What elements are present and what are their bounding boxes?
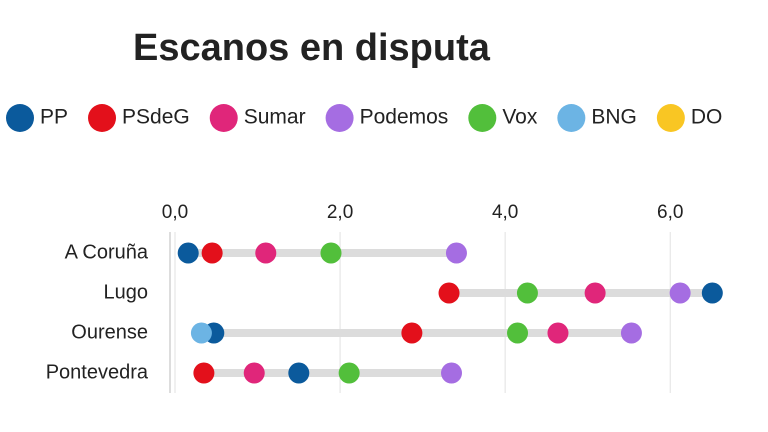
dot <box>338 362 360 384</box>
dot <box>288 362 310 384</box>
dot <box>255 242 277 264</box>
legend-swatch <box>209 104 238 132</box>
dot <box>441 362 462 384</box>
dot <box>320 242 342 264</box>
legend-label: BNG <box>591 106 637 129</box>
dot <box>445 242 467 264</box>
legend-label: Vox <box>502 106 538 129</box>
legend-swatch <box>325 104 354 132</box>
dot <box>584 282 606 304</box>
dot <box>243 362 265 384</box>
dot <box>669 282 691 304</box>
dot <box>516 282 538 304</box>
legend-swatch <box>88 104 117 132</box>
x-tick-label: 0,0 <box>162 202 188 223</box>
dot <box>620 322 642 344</box>
legend-swatch <box>468 104 497 132</box>
y-tick-label: Lugo <box>104 281 149 303</box>
dot <box>193 362 215 384</box>
legend-label: PSdeG <box>122 106 190 129</box>
legend-swatch <box>557 104 586 132</box>
dot <box>401 322 423 344</box>
x-tick-label: 4,0 <box>492 202 518 223</box>
x-tick-label: 2,0 <box>327 202 353 223</box>
dot <box>507 322 529 344</box>
y-tick-label: Ourense <box>71 321 148 343</box>
dot <box>201 242 223 264</box>
y-tick-label: Pontevedra <box>46 361 149 383</box>
dot <box>701 282 723 304</box>
legend-label: Sumar <box>244 106 306 129</box>
legend-swatch <box>6 104 34 132</box>
legend-label: Podemos <box>360 106 449 129</box>
legend-label: PP <box>40 106 68 129</box>
dot <box>547 322 569 344</box>
x-tick-label: 6,0 <box>657 202 683 223</box>
dot <box>438 282 460 304</box>
chart-title: Escanos en disputa <box>133 27 491 69</box>
dot <box>190 322 212 344</box>
legend-label: DO <box>691 106 723 129</box>
y-tick-label: A Coruña <box>65 241 149 263</box>
legend-swatch <box>656 104 685 132</box>
dot <box>177 242 199 264</box>
